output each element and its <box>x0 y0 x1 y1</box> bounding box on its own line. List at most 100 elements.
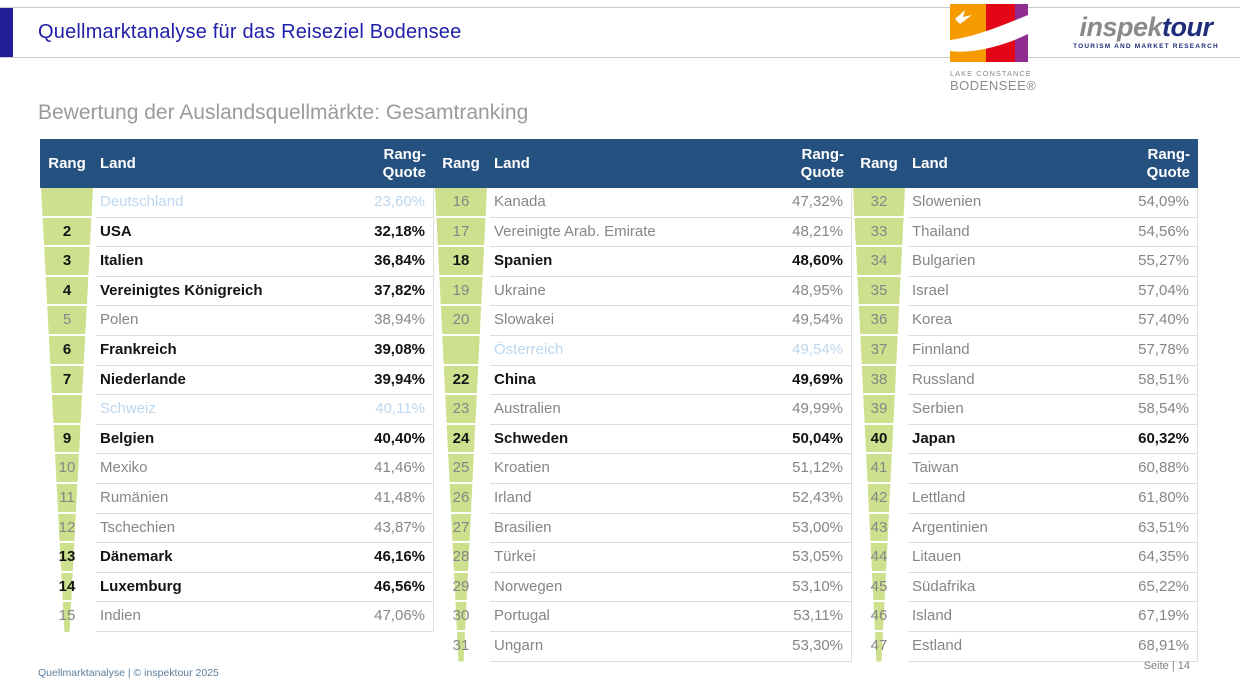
rank-cell <box>40 395 94 425</box>
quote-cell: 46,56% <box>374 577 425 595</box>
quote-cell: 63,51% <box>1138 518 1189 536</box>
country-cell: Niederlande <box>100 370 186 388</box>
column-header-rank: Rang <box>48 155 86 172</box>
country-cell: Korea <box>912 311 953 329</box>
quote-cell: 41,48% <box>374 488 425 506</box>
quote-cell: 43,87% <box>374 518 425 536</box>
row-body: Rumänien 41,48% <box>96 484 433 514</box>
table-row: 39 Serbien 58,54% <box>852 395 1197 425</box>
footer-page-number: Seite | 14 <box>1143 660 1190 672</box>
table-row: 10 Mexiko 41,46% <box>40 454 433 484</box>
country-cell: Belgien <box>100 429 155 447</box>
rank-cell: 14 <box>40 573 94 603</box>
rank-cell: 9 <box>40 425 94 455</box>
quote-cell: 23,60% <box>374 193 425 210</box>
country-cell: Indien <box>100 607 141 625</box>
table-row: 19 Ukraine 48,95% <box>434 277 851 307</box>
rank-cell: 10 <box>40 454 94 484</box>
country-cell: Japan <box>912 429 956 447</box>
table-row: 40 Japan 60,32% <box>852 425 1197 455</box>
inspektour-wordmark: inspektour <box>1063 14 1229 41</box>
table-body: 32 Slowenien 54,09% 33 Thailand 54,56% 3… <box>852 188 1198 662</box>
top-divider <box>0 7 1240 8</box>
country-cell: Deutschland <box>100 193 184 210</box>
row-body: Israel 57,04% <box>908 277 1197 307</box>
lake-constance-logo-icon <box>950 4 1028 66</box>
row-body: Thailand 54,56% <box>908 218 1197 248</box>
table-row: 5 Polen 38,94% <box>40 306 433 336</box>
country-cell: Norwegen <box>494 577 563 595</box>
row-body: Island 67,19% <box>908 602 1197 632</box>
table-row: 33 Thailand 54,56% <box>852 218 1197 248</box>
table-row: 4 Vereinigtes Königreich 37,82% <box>40 277 433 307</box>
column-header-country: Land <box>912 155 948 172</box>
row-body: Kanada 47,32% <box>490 188 851 218</box>
row-body: Russland 58,51% <box>908 366 1197 396</box>
rank-cell: 38 <box>852 366 906 396</box>
column-header-rank: Rang <box>860 155 898 172</box>
quote-cell: 53,30% <box>792 636 843 654</box>
table-body: Deutschland 23,60% 2 USA 32,18% 3 Italie… <box>40 188 434 632</box>
column-header-quote-line1: Rang- <box>801 146 845 164</box>
country-cell: Rumänien <box>100 488 169 506</box>
row-body: Dänemark 46,16% <box>96 543 433 573</box>
country-cell: Estland <box>912 636 963 654</box>
country-cell: Mexiko <box>100 459 148 477</box>
ranking-table-2: Rang Land Rang- Quote 16 Kanada 47,32% 1… <box>434 139 852 662</box>
row-body: China 49,69% <box>490 366 851 396</box>
quote-cell: 64,35% <box>1138 548 1189 566</box>
country-cell: Lettland <box>912 488 966 506</box>
table-row: 14 Luxemburg 46,56% <box>40 573 433 603</box>
quote-cell: 46,16% <box>374 548 425 566</box>
table-row: 24 Schweden 50,04% <box>434 425 851 455</box>
row-body: Argentinien 63,51% <box>908 514 1197 544</box>
table-row: 25 Kroatien 51,12% <box>434 454 851 484</box>
country-cell: Slowenien <box>912 193 982 210</box>
rank-cell: 17 <box>434 218 488 248</box>
title-underline-divider <box>0 57 1240 58</box>
ranking-tables: Rang Land Rang- Quote Deutschland 23,60%… <box>40 139 1198 662</box>
table-row: 32 Slowenien 54,09% <box>852 188 1197 218</box>
table-row: 11 Rumänien 41,48% <box>40 484 433 514</box>
table-row: 31 Ungarn 53,30% <box>434 632 851 662</box>
page-title: Quellmarktanalyse für das Reiseziel Bode… <box>38 21 462 43</box>
table-row: 16 Kanada 47,32% <box>434 188 851 218</box>
lake-constance-logo: LAKE CONSTANCE BODENSEE® <box>950 4 1036 93</box>
row-body: Brasilien 53,00% <box>490 514 851 544</box>
quote-cell: 39,94% <box>374 370 425 388</box>
rank-cell: 37 <box>852 336 906 366</box>
row-body: Indien 47,06% <box>96 602 433 632</box>
row-body: Tschechien 43,87% <box>96 514 433 544</box>
table-row: 36 Korea 57,40% <box>852 306 1197 336</box>
quote-cell: 57,78% <box>1138 340 1189 358</box>
row-body: Slowenien 54,09% <box>908 188 1197 218</box>
country-cell: Polen <box>100 311 139 329</box>
column-header-quote-line1: Rang- <box>1147 146 1191 164</box>
rank-cell: 43 <box>852 514 906 544</box>
country-cell: Schweiz <box>100 400 156 418</box>
row-body: Taiwan 60,88% <box>908 454 1197 484</box>
rank-cell: 4 <box>40 277 94 307</box>
quote-cell: 39,08% <box>374 340 425 358</box>
row-body: Mexiko 41,46% <box>96 454 433 484</box>
quote-cell: 51,12% <box>792 459 843 477</box>
quote-cell: 47,06% <box>374 607 425 625</box>
row-body: Kroatien 51,12% <box>490 454 851 484</box>
row-body: Ukraine 48,95% <box>490 277 851 307</box>
row-body: Schweden 50,04% <box>490 425 851 455</box>
table-row: 34 Bulgarien 55,27% <box>852 247 1197 277</box>
quote-cell: 58,54% <box>1138 400 1189 418</box>
row-body: Vereinigtes Königreich 37,82% <box>96 277 433 307</box>
country-cell: Brasilien <box>494 518 552 536</box>
quote-cell: 41,46% <box>374 459 425 477</box>
inspektour-logo: inspektour TOURISM AND MARKET RESEARCH <box>1063 14 1229 51</box>
rank-cell: 47 <box>870 636 888 654</box>
row-body: Slowakei 49,54% <box>490 306 851 336</box>
table-row: Deutschland 23,60% <box>40 188 433 218</box>
table-row: 27 Brasilien 53,00% <box>434 514 851 544</box>
rank-cell: 23 <box>434 395 488 425</box>
row-body: Litauen 64,35% <box>908 543 1197 573</box>
row-body: Türkei 53,05% <box>490 543 851 573</box>
country-cell: Österreich <box>494 340 564 358</box>
country-cell: China <box>494 370 536 388</box>
